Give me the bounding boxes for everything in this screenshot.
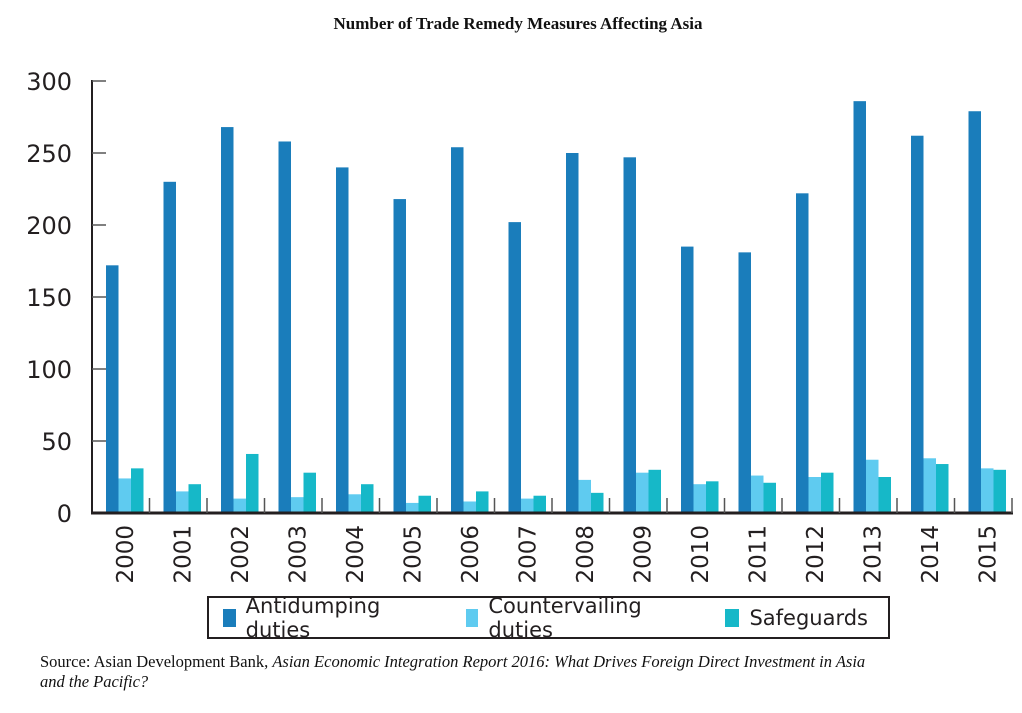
bar-antidumping-duties-2002 [221, 127, 234, 513]
x-tick-label: 2006 [458, 525, 484, 584]
x-tick-label: 2013 [860, 525, 886, 584]
x-tick-label: 2009 [630, 525, 656, 584]
bar-countervailing-duties-2007 [521, 498, 534, 513]
bar-antidumping-duties-2006 [451, 147, 464, 514]
x-tick-label: 2000 [113, 525, 139, 584]
x-tick-label: 2003 [285, 525, 311, 584]
x-tick-label: 2004 [343, 525, 369, 584]
bar-safeguards-2009 [648, 469, 661, 513]
bar-safeguards-2011 [763, 482, 776, 513]
bar-antidumping-duties-2011 [738, 252, 751, 514]
bar-safeguards-2010 [706, 481, 719, 513]
bar-antidumping-duties-2007 [508, 222, 521, 513]
bar-safeguards-2012 [821, 472, 834, 513]
bar-countervailing-duties-2006 [463, 501, 476, 513]
x-tick-label: 2014 [918, 525, 944, 584]
legend-item: Countervailing duties [465, 593, 692, 642]
x-tick-label: 2012 [803, 525, 829, 584]
x-tick-label: 2010 [688, 525, 714, 584]
bar-countervailing-duties-2000 [118, 478, 131, 513]
y-tick-label: 200 [26, 212, 72, 240]
bar-antidumping-duties-2012 [796, 193, 809, 513]
y-tick-label: 100 [26, 356, 72, 384]
bar-antidumping-duties-2001 [163, 181, 176, 514]
y-tick-label: 300 [26, 68, 72, 96]
bar-safeguards-2013 [878, 477, 891, 513]
legend-item: Safeguards [725, 606, 868, 630]
x-tick-label: 2001 [170, 525, 196, 584]
source-title: Asian Economic Integration Report 2016: … [40, 652, 866, 691]
bar-safeguards-2000 [131, 468, 144, 513]
y-tick-label: 250 [26, 140, 72, 168]
bar-countervailing-duties-2014 [923, 458, 936, 513]
legend-item: Antidumping duties [223, 594, 432, 642]
bar-safeguards-2007 [533, 495, 546, 513]
bar-safeguards-2003 [303, 472, 316, 513]
legend-swatch [725, 608, 740, 627]
bar-countervailing-duties-2002 [233, 498, 246, 513]
bar-antidumping-duties-2010 [681, 246, 694, 513]
bar-countervailing-duties-2003 [291, 497, 304, 513]
legend-label: Antidumping duties [245, 593, 381, 642]
bar-antidumping-duties-2009 [623, 157, 636, 513]
bar-countervailing-duties-2015 [981, 468, 994, 513]
bar-antidumping-duties-2015 [968, 111, 981, 514]
bar-antidumping-duties-2014 [911, 135, 924, 513]
bar-antidumping-duties-2003 [278, 141, 291, 514]
legend-swatch [223, 608, 236, 627]
bar-safeguards-2001 [188, 484, 201, 513]
bar-countervailing-duties-2012 [808, 477, 821, 513]
x-tick-label: 2002 [228, 525, 254, 584]
x-tick-label: 2015 [975, 525, 1001, 584]
bar-countervailing-duties-2013 [866, 459, 879, 513]
bar-antidumping-duties-2008 [566, 153, 579, 513]
y-tick-label: 0 [57, 500, 72, 528]
bar-safeguards-2015 [993, 469, 1006, 513]
bars [106, 101, 1006, 514]
bar-countervailing-duties-2010 [693, 484, 706, 513]
bar-safeguards-2002 [246, 453, 259, 513]
x-tick-label: 2005 [400, 525, 426, 584]
x-tick-label: 2007 [515, 525, 541, 584]
bar-safeguards-2004 [361, 484, 374, 513]
bar-antidumping-duties-2004 [336, 167, 349, 513]
bar-countervailing-duties-2011 [751, 475, 764, 513]
x-tick-label: 2008 [573, 525, 599, 584]
y-tick-label: 150 [26, 284, 72, 312]
bar-safeguards-2014 [936, 464, 949, 513]
bar-countervailing-duties-2009 [636, 472, 649, 513]
bar-safeguards-2005 [418, 495, 431, 513]
bar-countervailing-duties-2005 [406, 502, 419, 513]
y-axis: 0 50 100 150 200 250 300 [26, 68, 106, 528]
bar-antidumping-duties-2013 [853, 101, 866, 513]
bar-countervailing-duties-2004 [348, 494, 361, 513]
legend: Antidumping duties Countervailing duties S… [207, 593, 890, 642]
bar-antidumping-duties-2000 [106, 265, 119, 513]
legend-label: Safeguards [749, 605, 868, 630]
bar-countervailing-duties-2001 [176, 491, 189, 513]
y-tick-label: 50 [41, 428, 72, 456]
x-axis: 2000 2001 2002 2003 2004 2005 2006 2007 2008 2009… [91, 498, 1013, 584]
bar-antidumping-duties-2005 [393, 199, 406, 513]
source-note: Source: Asian Development Bank, Asian Ec… [40, 652, 880, 692]
legend-swatch [465, 608, 479, 627]
legend-label: Countervailing duties [488, 593, 642, 642]
bar-safeguards-2006 [476, 491, 489, 513]
x-tick-label: 2011 [745, 525, 771, 584]
source-prefix: Source: Asian Development Bank, [40, 652, 273, 671]
bar-countervailing-duties-2008 [578, 479, 591, 513]
bar-safeguards-2008 [591, 492, 604, 513]
chart-title: Number of Trade Remedy Measures Affectin… [333, 14, 703, 33]
